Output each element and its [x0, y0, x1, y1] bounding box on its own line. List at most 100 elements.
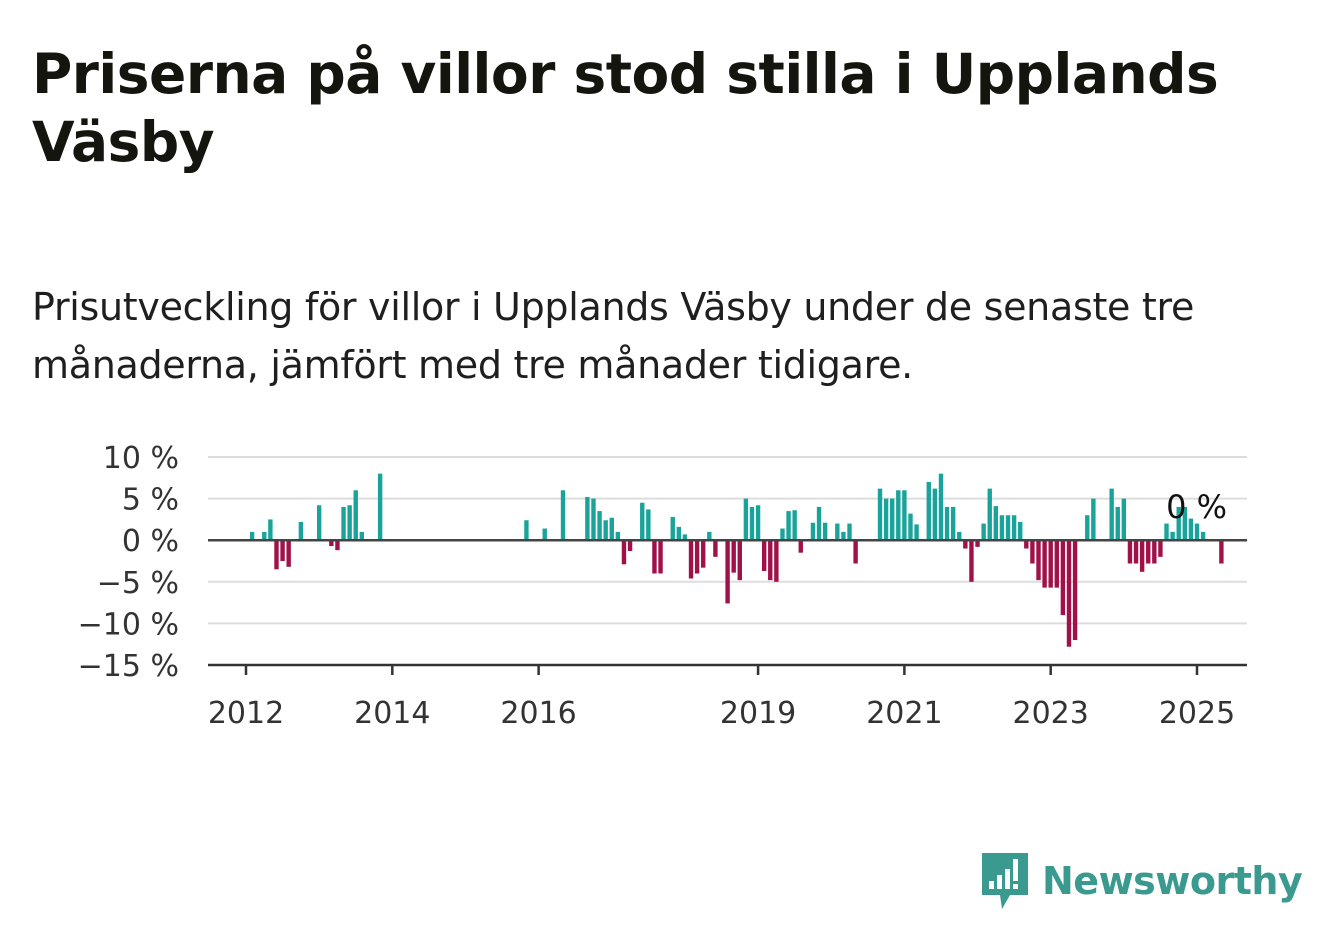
x-tick-label: 2023 [1013, 696, 1089, 731]
bar [1036, 540, 1041, 581]
bar [902, 490, 907, 541]
y-tick-label: −5 % [97, 566, 179, 601]
bar [1219, 540, 1224, 564]
bar [755, 505, 761, 541]
bar [963, 540, 968, 549]
bar [1085, 515, 1090, 541]
bar [1042, 540, 1047, 588]
y-tick-label: −15 % [78, 649, 179, 684]
x-tick-label: 2019 [720, 696, 796, 731]
bar [377, 473, 383, 541]
bar [1133, 540, 1139, 564]
bar [621, 540, 627, 565]
bar [701, 540, 706, 568]
bar [975, 540, 980, 547]
bar [810, 522, 816, 541]
bar [1176, 506, 1181, 541]
bar [1152, 540, 1157, 564]
bar [792, 510, 797, 541]
bar [841, 531, 846, 541]
bar [646, 509, 651, 541]
bar [853, 540, 858, 564]
bar [1194, 523, 1200, 541]
bar [670, 516, 675, 541]
bar [1158, 540, 1163, 557]
bar [743, 498, 749, 541]
bar [908, 513, 913, 541]
bar [268, 519, 273, 541]
bar [329, 540, 334, 547]
bar [316, 505, 322, 541]
bar [847, 523, 852, 541]
bar [359, 531, 365, 541]
x-axis-labels: 2012 2014 2016 2019 2021 2023 2025 [208, 696, 1235, 731]
bar [957, 531, 962, 541]
bar [1030, 540, 1035, 564]
y-axis-labels: 10 % 5 % 0 % −5 % −10 % −15 % [78, 441, 179, 684]
bar [725, 540, 730, 604]
bar [896, 490, 901, 541]
bar [999, 515, 1005, 541]
bar [780, 528, 785, 541]
bar [1164, 523, 1169, 541]
y-tick-label: −10 % [78, 607, 179, 642]
bar [597, 511, 602, 541]
bar [274, 540, 279, 570]
bar [761, 540, 767, 571]
bar [682, 534, 688, 541]
bar [1115, 506, 1120, 541]
bar [786, 511, 791, 541]
bar [816, 506, 822, 541]
bar [938, 473, 944, 541]
bar [640, 502, 645, 541]
bar [1054, 540, 1059, 588]
bar [627, 540, 633, 552]
bar [914, 524, 919, 541]
bar [676, 526, 682, 541]
bar [798, 540, 803, 553]
bar [524, 520, 529, 541]
bar [560, 490, 566, 541]
bar [658, 540, 663, 574]
bar [1182, 506, 1187, 541]
bar [768, 540, 773, 581]
bar [1024, 540, 1029, 549]
bar [713, 540, 718, 557]
bar [353, 490, 358, 541]
bar [603, 520, 608, 541]
bar [1121, 498, 1127, 541]
x-tick-label: 2012 [208, 696, 284, 731]
bar [249, 531, 255, 541]
bar [890, 498, 895, 541]
bar [298, 521, 304, 541]
bar [981, 523, 986, 541]
x-tick-label: 2016 [500, 696, 576, 731]
bar [835, 523, 840, 541]
bar [652, 540, 657, 574]
x-tick-label: 2025 [1159, 696, 1235, 731]
bar [749, 506, 755, 541]
axes [208, 538, 1247, 675]
bar [1060, 540, 1066, 616]
bar [585, 496, 590, 541]
bar [286, 540, 291, 567]
bar [1188, 518, 1194, 541]
bar [1146, 540, 1151, 564]
bar [1072, 540, 1078, 641]
bar [877, 488, 883, 541]
x-tick-label: 2021 [866, 696, 942, 731]
bar [932, 488, 938, 541]
bar [1066, 540, 1072, 647]
bar [926, 481, 931, 541]
bar [688, 540, 694, 579]
y-tick-label: 5 % [122, 483, 179, 518]
bar [950, 506, 956, 541]
bar [1139, 540, 1145, 572]
bar [1091, 498, 1096, 541]
bar [341, 506, 346, 541]
logo-icon [982, 853, 1028, 909]
bar [969, 540, 974, 582]
bar [822, 522, 828, 541]
bar [335, 540, 340, 551]
bar [707, 531, 712, 541]
